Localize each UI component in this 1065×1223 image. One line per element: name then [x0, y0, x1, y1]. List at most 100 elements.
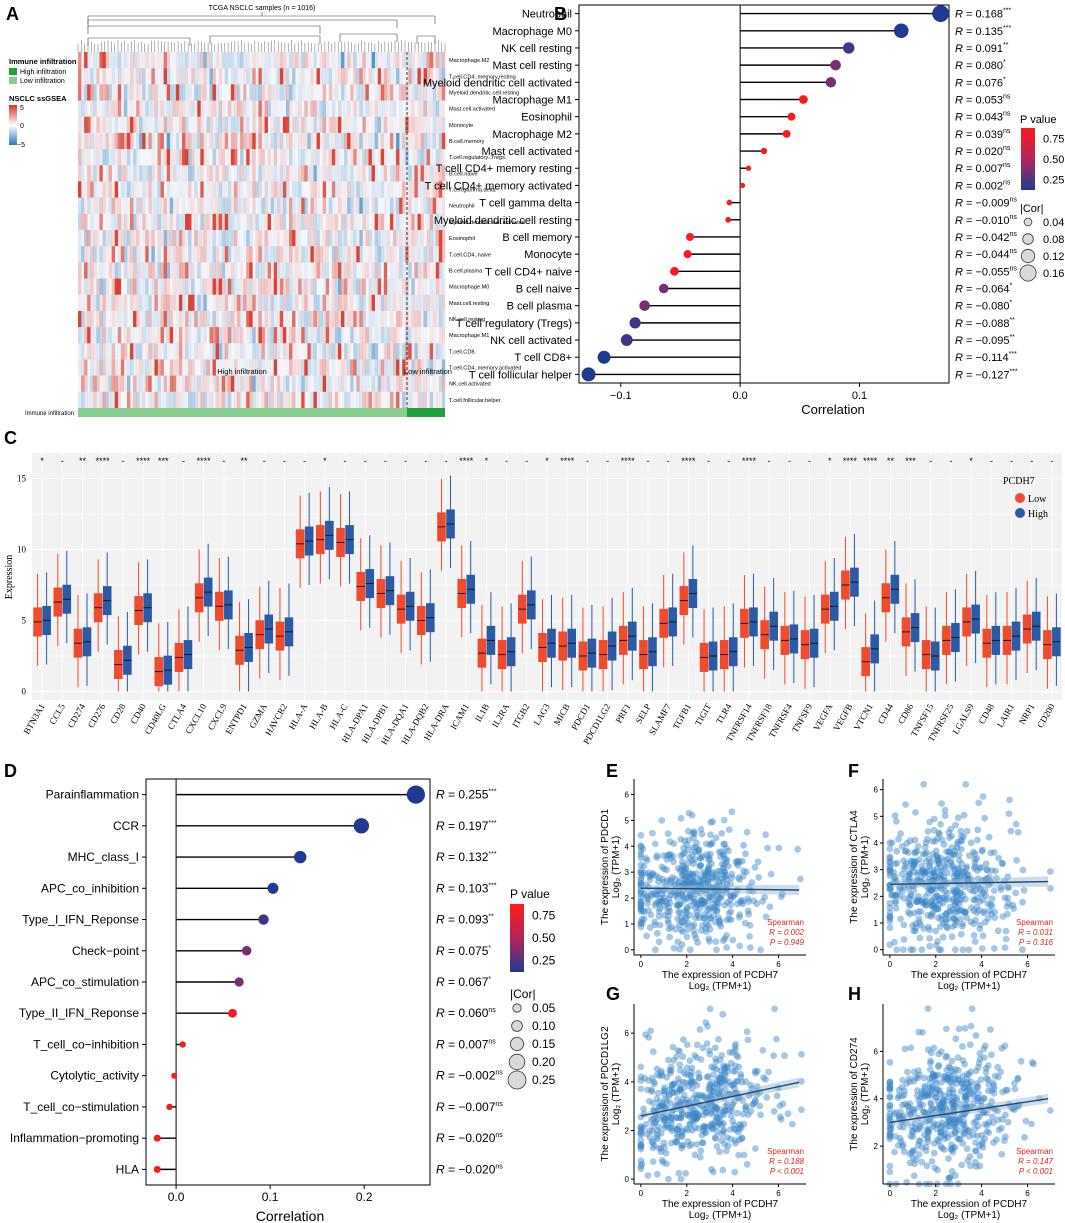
scatter-point: [967, 875, 975, 883]
heatmap-cell: [136, 181, 140, 198]
heatmap-cell: [243, 100, 247, 117]
heatmap-cell: [317, 279, 320, 295]
heatmap-cell: [387, 165, 390, 181]
scatter-point: [638, 1160, 646, 1168]
scatter-point: [708, 884, 716, 892]
heatmap-cell: [390, 230, 393, 246]
heatmap-cell: [178, 327, 183, 344]
scatter-point: [693, 908, 700, 916]
heatmap-cell: [87, 214, 90, 230]
scatter-point: [704, 1073, 712, 1080]
scatter-point: [1019, 946, 1026, 954]
scatter-point: [677, 867, 684, 874]
scatter-point: [974, 875, 982, 883]
scatter-point: [997, 883, 1005, 891]
scatter-point: [709, 1088, 717, 1095]
heatmap-cell: [282, 132, 287, 150]
heatmap-cell: [325, 375, 330, 392]
heatmap-cell: [81, 262, 85, 279]
scatter-point: [673, 1089, 681, 1096]
x-tick-label: CD44: [876, 702, 896, 726]
scatter-point: [891, 892, 899, 899]
heatmap-cell: [169, 181, 174, 198]
heatmap-cell: [175, 165, 180, 182]
scatter-point: [710, 912, 718, 919]
heatmap-cell: [350, 278, 354, 295]
heatmap-cell: [316, 213, 320, 230]
scatter-point: [702, 840, 710, 848]
scatter-point: [962, 908, 970, 916]
scatter-point: [978, 890, 985, 898]
heatmap-cell: [230, 197, 235, 214]
heatmap-cell: [157, 197, 161, 214]
significance-label: -: [505, 456, 508, 466]
significance-label: -: [667, 456, 670, 466]
scatter-point: [696, 1026, 704, 1033]
x-tick-label: CD86: [896, 702, 916, 726]
scatter-point: [975, 906, 983, 914]
scatter-point: [982, 918, 989, 926]
heatmap-cell: [249, 391, 253, 408]
heatmap-cell: [362, 149, 366, 166]
scatter-point: [709, 1168, 717, 1176]
heatmap-cell: [435, 68, 440, 85]
scatter-point: [919, 850, 927, 858]
scatter-point: [663, 1098, 671, 1105]
heatmap-cell: [249, 101, 252, 117]
scatter-point: [941, 806, 949, 814]
heatmap-cell: [148, 375, 152, 392]
scatter-point: [665, 919, 672, 927]
heatmap-cell: [175, 230, 180, 247]
lollipop-dot: [406, 785, 425, 804]
x-axis-label: The expression of PCDH7: [911, 970, 1028, 981]
heatmap-cell: [374, 132, 379, 150]
heatmap-cell: [393, 391, 397, 408]
scatter-point: [647, 1027, 654, 1035]
heatmap-cell: [371, 343, 375, 360]
heatmap-cell: [429, 391, 434, 408]
scatter-point: [680, 880, 688, 888]
scatter-point: [730, 892, 737, 899]
heatmap-cell: [282, 181, 287, 198]
heatmap-cell: [347, 376, 350, 392]
heatmap-cell: [224, 343, 229, 360]
heatmap-cell: [420, 343, 424, 360]
heatmap-cell: [188, 68, 191, 84]
scatter-point: [936, 923, 944, 930]
heatmap-cell: [139, 214, 142, 230]
heatmap-cell: [325, 294, 330, 311]
scatter-point: [713, 946, 720, 954]
heatmap-cell: [197, 294, 201, 311]
scatter-point: [907, 946, 915, 954]
scatter-point: [886, 839, 894, 847]
heatmap-cell: [438, 165, 443, 182]
heatmap-cell: [87, 52, 91, 69]
heatmap-cell: [371, 197, 375, 214]
heatmap-cell: [414, 294, 418, 311]
heatmap-cell: [151, 181, 155, 198]
heatmap-cell: [81, 246, 85, 263]
heatmap-cell: [389, 213, 394, 230]
scatter-point: [679, 850, 687, 858]
scatter-point: [886, 869, 894, 877]
scatter-point: [1013, 856, 1020, 864]
scatter-point: [944, 924, 951, 932]
heatmap-cell: [386, 327, 391, 344]
scatter-point: [759, 898, 766, 905]
size-legend-dot: [508, 1053, 526, 1071]
scatter-point: [729, 1101, 737, 1108]
scatter-point: [953, 840, 961, 848]
heatmap-cell: [200, 359, 204, 376]
scatter-point: [707, 831, 714, 839]
r-value-label: R = −0.127***: [955, 368, 1018, 381]
scatter-point: [706, 1092, 714, 1100]
scatter-point: [976, 884, 984, 891]
scatter-point: [681, 907, 689, 915]
size-legend-dot: [1020, 248, 1036, 264]
heatmap-cell: [215, 52, 219, 69]
heatmap-cell: [178, 359, 183, 376]
scatter-point: [706, 915, 714, 922]
heatmap-cell: [273, 181, 278, 198]
heatmap-cell: [230, 213, 235, 230]
scatter-point: [637, 831, 645, 839]
